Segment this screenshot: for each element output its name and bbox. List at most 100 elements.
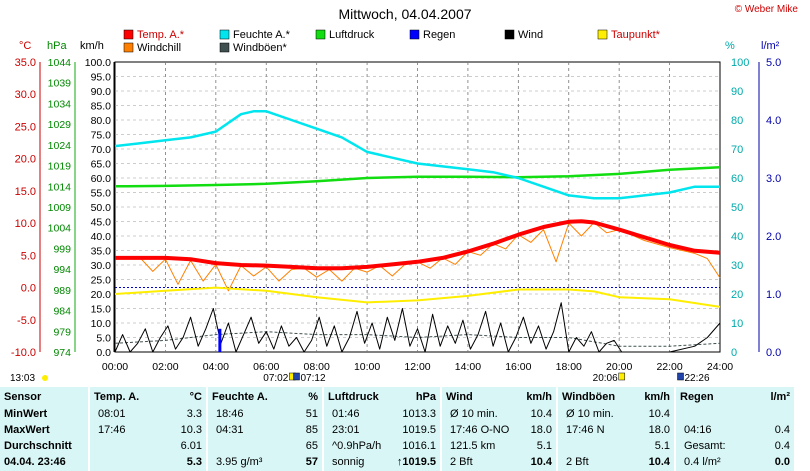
time-tick-label: 06:00 (253, 361, 279, 373)
stats-table: Sensor MinWert MaxWert Durchschnitt 04.04. 2… (0, 387, 810, 471)
time-tick-label: 02:00 (152, 361, 178, 373)
time-tick-label: 16:00 (505, 361, 531, 373)
stats-row: 04:31 85 (212, 423, 318, 437)
weather-chart: Temp. A.* Feuchte A.* Luftdruck Regen Wind Ta… (10, 29, 781, 384)
series-line-feuchte-a (114, 110, 720, 200)
stats-cell-label: sonnig (332, 456, 365, 468)
stats-row: 3.95 g/m³ 57 (212, 455, 318, 469)
stats-cell-value: 10.4 (648, 456, 670, 468)
time-tick-label: 00:00 (102, 361, 128, 373)
legend-swatch (123, 42, 134, 53)
stats-cell-value: 10.4 (530, 408, 552, 420)
stats-header-unit: km/h (644, 391, 670, 403)
copyright-label: © Weber Mike (734, 4, 798, 15)
kmh-tick-label: 90.0 (91, 86, 112, 98)
celsius-tick-label: 30.0 (15, 89, 36, 101)
stats-cell-label: 121.5 km (450, 440, 496, 452)
unit-hpa: hPa (47, 40, 67, 52)
time-tick-label: 14:00 (455, 361, 481, 373)
moonrise-label: 07:12 (301, 373, 326, 384)
stats-column: Luftdruck hPa 01:46 1013.3 23:01 1019.5 ^0.9hP… (324, 387, 440, 471)
sunrise-label: 07:02 (263, 373, 288, 384)
sun-icon (42, 375, 48, 381)
stats-cell-value: 18.0 (530, 424, 552, 436)
kmh-tick-label: 100.0 (85, 57, 111, 69)
percent-tick-label: 70 (731, 144, 743, 156)
celsius-tick-label: 10.0 (15, 218, 36, 230)
axis-units: °C hPa km/h% l/m² (19, 40, 780, 52)
hpa-tick-label: 1009 (48, 202, 72, 214)
legend-swatch (123, 29, 134, 40)
stats-cell-label: 2 Bft (450, 456, 473, 468)
stats-row: sonnig ↑1019.5 (328, 455, 436, 469)
stats-column: Temp. A. °C 08:01 3.3 17:46 10.3 6.01 5.3 (90, 387, 206, 471)
stats-cell-value: 65 (305, 440, 318, 452)
time-tick-label: 20:00 (606, 361, 632, 373)
stats-row: 01:46 1013.3 (328, 407, 436, 421)
stats-cell-value: 6.01 (180, 440, 202, 452)
stats-cell-value: 10.4 (648, 408, 670, 420)
stats-row: 08:01 3.3 (94, 407, 202, 421)
stats-row: Ø 10 min. 10.4 (562, 407, 670, 421)
percent-tick-label: 10 (731, 318, 743, 330)
sun-marker-icon (618, 372, 625, 381)
percent-tick-label: 90 (731, 86, 743, 98)
percent-tick-label: 100 (731, 57, 749, 69)
stats-cell-value: 1019.5 (402, 424, 436, 436)
stats-header-label: Sensor (4, 391, 42, 403)
stats-cell-value: 3.3 (186, 408, 202, 420)
hpa-tick-label: 1034 (48, 98, 72, 110)
time-tick-label: 12:00 (404, 361, 430, 373)
stats-row: 18:46 51 (212, 407, 318, 421)
time-tick-label: 22:00 (656, 361, 682, 373)
stats-cell-value: 0.4 (774, 440, 790, 452)
stats-header: Luftdruck hPa (328, 390, 436, 404)
celsius-tick-label: 25.0 (15, 121, 36, 133)
kmh-tick-label: 80.0 (91, 115, 112, 127)
percent-tick-label: 40 (731, 231, 743, 243)
stats-header-unit: l/m² (770, 391, 790, 403)
stats-cell-value: 1016.1 (402, 440, 436, 452)
hpa-tick-label: 999 (53, 243, 71, 255)
moon-icon (677, 372, 684, 381)
rain-tick-label: 3.0 (766, 173, 781, 185)
stats-row: 04.04. 23:46 (4, 455, 84, 469)
sunset-label: 20:06 (593, 373, 618, 384)
stats-cell-value: 10.3 (180, 424, 202, 436)
hpa-tick-label: 1014 (48, 181, 72, 193)
stats-cell-label: 08:01 (98, 408, 126, 420)
stats-header: Sensor (4, 390, 84, 404)
stats-row: 17:46 N 18.0 (562, 423, 670, 437)
stats-cell-label: Ø 10 min. (450, 408, 498, 420)
stats-row: 5.3 (94, 455, 202, 469)
stats-cell-label: 04:31 (216, 424, 244, 436)
stats-cell-label: 17:46 (98, 424, 126, 436)
stats-cell-value: 5.1 (654, 440, 670, 452)
rain-tick-label: 4.0 (766, 115, 781, 127)
legend-swatch (409, 29, 420, 40)
percent-tick-label: 60 (731, 173, 743, 185)
legend-label: Windchill (137, 42, 181, 54)
kmh-tick-label: 10.0 (91, 318, 112, 330)
stats-header-unit: °C (189, 391, 202, 403)
stats-cell-value: 85 (305, 424, 318, 436)
legend-label: Wind (518, 29, 543, 41)
page-title: Mittwoch, 04.04.2007 (338, 6, 472, 22)
stats-cell-label: 04.04. 23:46 (4, 456, 66, 468)
stats-row: Ø 10 min. 10.4 (446, 407, 552, 421)
stats-header: Feuchte A.% (212, 390, 318, 404)
stats-column: Windböen km/h Ø 10 min. 10.4 17:46 N 18.0 5.1 2… (558, 387, 674, 471)
stats-column: Feuchte A.% 18:46 51 04:31 85 65 3.95 g/m³ 57 (208, 387, 322, 471)
time-tick-label: 18:00 (556, 361, 582, 373)
stats-cell-label: 04:16 (684, 424, 712, 436)
kmh-tick-label: 15.0 (91, 304, 112, 316)
chart-axes: 35.0 30.0 25.0 20.0 15.0 10.0 5.0 0.0 -5.0 -10.0 1… (11, 57, 781, 373)
celsius-tick-label: 5.0 (21, 250, 36, 262)
stats-cell-label: 0.4 l/m² (684, 456, 721, 468)
stats-header-unit: % (308, 391, 318, 403)
stats-row: 17:46 O-NO 18.0 (446, 423, 552, 437)
time-tick-label: 10:00 (354, 361, 380, 373)
celsius-tick-label: 15.0 (15, 186, 36, 198)
hpa-tick-label: 984 (53, 306, 71, 318)
stats-header: Windböen km/h (562, 390, 670, 404)
